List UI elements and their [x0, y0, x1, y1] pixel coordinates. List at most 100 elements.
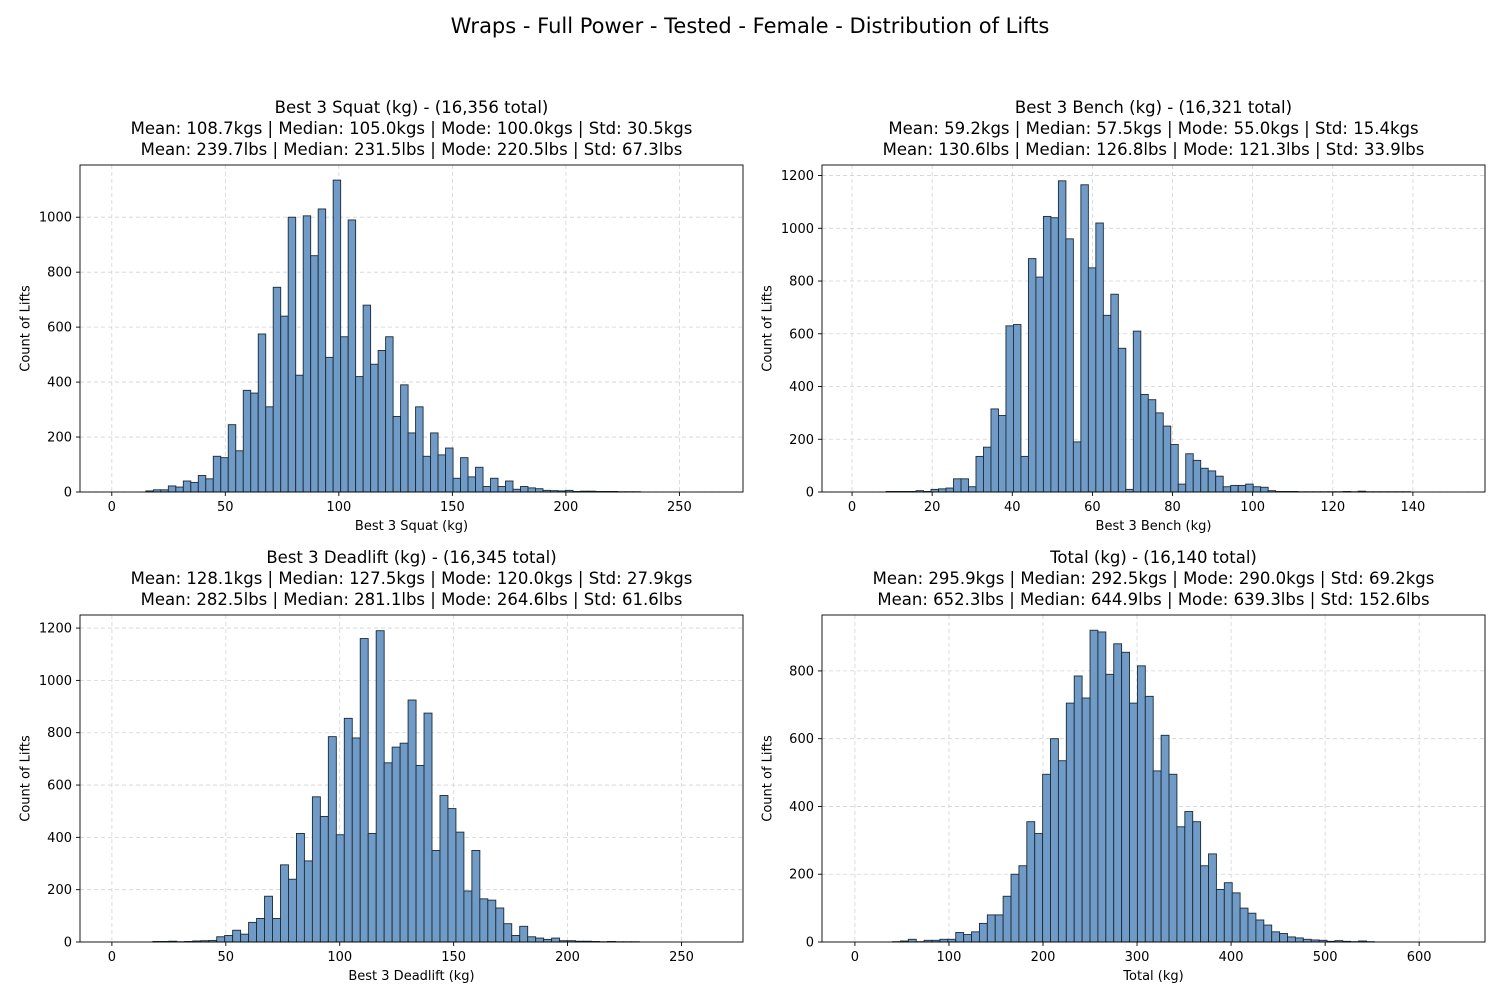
histogram-bar: [1247, 912, 1257, 943]
histogram-bench: 0 20 40 60 80 100 120 140 0 200 400 600 800 1000 1200: [781, 164, 1486, 515]
histogram-bar: [1097, 631, 1107, 943]
y-tick-label: 1000: [39, 211, 72, 226]
histogram-bar: [955, 932, 965, 943]
chart-panel-total: Total (kg) - (16,140 total) Mean: 295.9kg…: [750, 450, 1500, 984]
histogram-bar: [471, 849, 481, 943]
histogram-bar: [399, 742, 409, 943]
chart-title-total: Total (kg) - (16,140 total) Mean: 295.9kg…: [822, 547, 1485, 610]
histogram-bar: [1223, 882, 1233, 943]
histogram-bar: [527, 936, 537, 943]
chart-title-line: Best 3 Bench (kg) - (16,321 total): [1014, 98, 1293, 117]
chart-title-line: Mean: 59.2kgs | Median: 57.5kgs | Mode: …: [888, 119, 1419, 138]
histogram-bar: [963, 934, 972, 943]
histogram-bar: [288, 878, 297, 943]
y-tick-label: 600: [789, 327, 814, 342]
histogram-bar: [1057, 180, 1067, 493]
chart-panel-bench: Best 3 Bench (kg) - (16,321 total) Mean: …: [750, 0, 1500, 534]
x-tick-label: 300: [1125, 950, 1150, 965]
histogram-bar: [383, 762, 393, 943]
histogram-bar: [1042, 773, 1051, 943]
y-tick-label: 600: [789, 732, 814, 747]
y-tick-label: 1000: [781, 222, 814, 237]
histogram-bar: [423, 712, 433, 943]
histogram-bar: [1113, 643, 1123, 943]
histogram-bar: [1231, 892, 1241, 943]
y-tick-label: 600: [47, 779, 72, 794]
y-tick-label: 1200: [781, 169, 814, 184]
histogram-bar: [1018, 865, 1028, 943]
chart-title-line: Mean: 108.7kgs | Median: 105.0kgs | Mode…: [130, 119, 693, 138]
histogram-bar: [1208, 853, 1217, 943]
histogram-bar: [1034, 833, 1044, 943]
histogram-bar: [519, 925, 529, 943]
x-tick-label: 250: [667, 500, 692, 515]
histogram-bar: [375, 630, 385, 943]
histogram-bar: [343, 717, 353, 943]
chart-panel-deadlift: Best 3 Deadlift (kg) - (16,345 total) Mea…: [0, 450, 750, 984]
histogram-bar: [551, 937, 561, 943]
histogram-bar: [431, 849, 441, 943]
histogram-bar: [256, 918, 265, 943]
axes-frame: [79, 164, 744, 493]
x-tick-label: 60: [1084, 500, 1101, 515]
histogram-bar: [1160, 734, 1170, 943]
histogram-bar: [415, 764, 425, 943]
histogram-bar: [1010, 873, 1020, 943]
histogram-bar: [971, 931, 980, 943]
x-tick-label: 100: [937, 950, 962, 965]
y-tick-label: 400: [789, 380, 814, 395]
y-tick-label: 400: [789, 800, 814, 815]
x-tick-label: 40: [1004, 500, 1021, 515]
histogram-bar: [487, 899, 497, 943]
chart-title-squat: Best 3 Squat (kg) - (16,356 total) Mean: …: [80, 97, 743, 160]
histogram-bar: [1057, 760, 1067, 943]
histogram-bar: [1080, 184, 1089, 493]
y-tick-label: 400: [47, 831, 72, 846]
histogram-bar: [1192, 821, 1202, 943]
x-tick-label: 100: [1240, 500, 1265, 515]
y-tick-label: 400: [47, 376, 72, 391]
x-tick-label: 0: [851, 950, 859, 965]
y-tick-label: 800: [789, 275, 814, 290]
histogram-bar: [1026, 821, 1036, 943]
histogram-bar: [986, 914, 996, 943]
histogram-bar: [1081, 697, 1091, 943]
histogram-bar: [1152, 770, 1162, 943]
histogram-bar: [495, 907, 505, 943]
histogram-bar: [1089, 629, 1099, 943]
histogram-bar: [503, 923, 513, 943]
x-tick-label: 140: [1400, 500, 1425, 515]
histogram-bar: [327, 736, 337, 943]
histogram-bar: [1255, 919, 1265, 943]
histogram-bar: [1168, 773, 1178, 943]
histogram-bar: [1215, 889, 1225, 943]
x-tick-label: 0: [108, 500, 116, 515]
y-tick-label: 800: [47, 266, 72, 281]
histogram-bar: [1129, 702, 1138, 943]
histogram-bar: [1200, 865, 1209, 943]
histogram-bar: [994, 914, 1004, 943]
y-tick-label: 800: [789, 664, 814, 679]
y-tick-label: 800: [47, 726, 72, 741]
histogram-bar: [978, 922, 988, 943]
chart-title-line: Mean: 295.9kgs | Median: 292.5kgs | Mode…: [872, 569, 1435, 588]
histogram-bar: [367, 832, 377, 943]
histogram-bar: [351, 737, 361, 943]
y-axis-label: Count of Lifts: [18, 734, 34, 822]
chart-panel-squat: Best 3 Squat (kg) - (16,356 total) Mean: …: [0, 0, 750, 534]
y-axis-label: Count of Lifts: [760, 734, 776, 822]
histogram-bar: [332, 179, 342, 493]
histogram-bar: [264, 895, 273, 943]
y-tick-label: 0: [806, 936, 814, 951]
histogram-bar: [1176, 826, 1186, 943]
histogram-bar: [224, 935, 234, 943]
chart-title-deadlift: Best 3 Deadlift (kg) - (16,345 total) Mea…: [80, 547, 743, 610]
histogram-bar: [1184, 811, 1194, 943]
histogram-bar: [1105, 673, 1115, 943]
chart-title-line: Mean: 239.7lbs | Median: 231.5lbs | Mode…: [140, 140, 683, 159]
figure-title: Wraps - Full Power - Tested - Female - D…: [450, 14, 1050, 38]
x-tick-label: 150: [440, 500, 465, 515]
x-tick-label: 250: [669, 950, 694, 965]
histogram-bar: [479, 898, 489, 943]
histogram-bar: [1263, 924, 1273, 943]
